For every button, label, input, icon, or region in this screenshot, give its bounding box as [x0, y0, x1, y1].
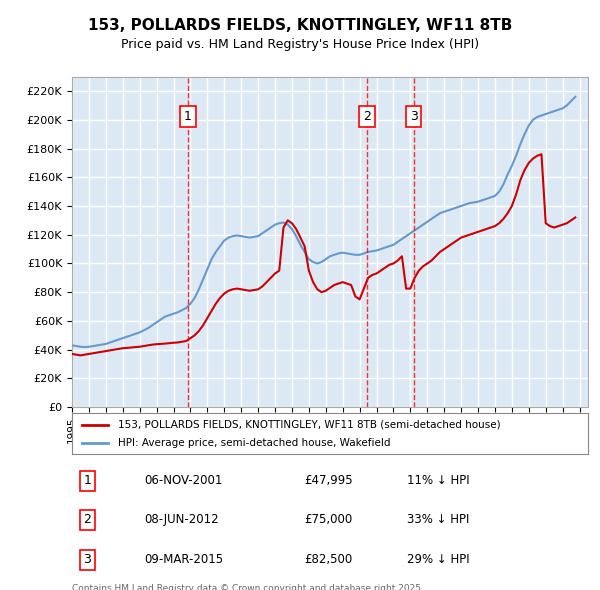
Text: 3: 3	[410, 110, 418, 123]
Text: 2: 2	[83, 513, 91, 526]
Text: 3: 3	[83, 553, 91, 566]
Text: Price paid vs. HM Land Registry's House Price Index (HPI): Price paid vs. HM Land Registry's House …	[121, 38, 479, 51]
Text: 1: 1	[184, 110, 192, 123]
Text: £47,995: £47,995	[304, 474, 353, 487]
Text: 06-NOV-2001: 06-NOV-2001	[144, 474, 223, 487]
Text: 29% ↓ HPI: 29% ↓ HPI	[407, 553, 470, 566]
Text: 2: 2	[363, 110, 371, 123]
Text: 09-MAR-2015: 09-MAR-2015	[144, 553, 223, 566]
Text: HPI: Average price, semi-detached house, Wakefield: HPI: Average price, semi-detached house,…	[118, 438, 391, 448]
Text: 153, POLLARDS FIELDS, KNOTTINGLEY, WF11 8TB: 153, POLLARDS FIELDS, KNOTTINGLEY, WF11 …	[88, 18, 512, 32]
Text: 08-JUN-2012: 08-JUN-2012	[144, 513, 219, 526]
Text: 11% ↓ HPI: 11% ↓ HPI	[407, 474, 470, 487]
Text: 153, POLLARDS FIELDS, KNOTTINGLEY, WF11 8TB (semi-detached house): 153, POLLARDS FIELDS, KNOTTINGLEY, WF11 …	[118, 419, 501, 430]
Text: 1: 1	[83, 474, 91, 487]
Text: £82,500: £82,500	[304, 553, 352, 566]
Text: £75,000: £75,000	[304, 513, 352, 526]
Text: 33% ↓ HPI: 33% ↓ HPI	[407, 513, 470, 526]
Text: Contains HM Land Registry data © Crown copyright and database right 2025.
This d: Contains HM Land Registry data © Crown c…	[72, 584, 424, 590]
